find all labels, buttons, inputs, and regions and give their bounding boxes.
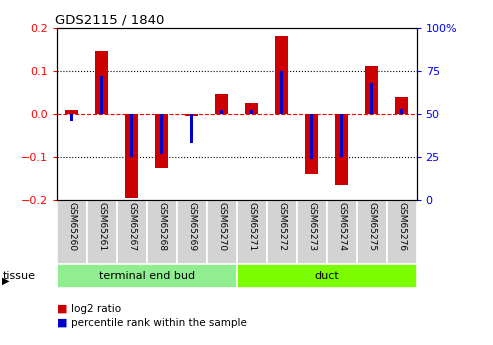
- Text: log2 ratio: log2 ratio: [71, 304, 122, 314]
- Bar: [335, 114, 349, 185]
- Bar: [155, 114, 169, 168]
- Bar: [297, 200, 326, 264]
- Text: GSM65276: GSM65276: [397, 202, 406, 251]
- Bar: [365, 66, 378, 114]
- Text: percentile rank within the sample: percentile rank within the sample: [71, 318, 247, 327]
- Text: GSM65273: GSM65273: [307, 202, 316, 251]
- Bar: [57, 264, 237, 288]
- Bar: [95, 51, 108, 114]
- Bar: [340, 114, 344, 157]
- Bar: [237, 264, 417, 288]
- Bar: [280, 71, 283, 114]
- Bar: [70, 114, 73, 121]
- Text: GSM65269: GSM65269: [187, 202, 196, 251]
- Text: GSM65268: GSM65268: [157, 202, 166, 251]
- Bar: [190, 114, 193, 143]
- Bar: [57, 200, 87, 264]
- Text: ■: ■: [57, 318, 67, 327]
- Bar: [310, 114, 314, 159]
- Bar: [87, 200, 117, 264]
- Bar: [250, 110, 253, 114]
- Bar: [176, 200, 207, 264]
- Text: GSM65261: GSM65261: [97, 202, 106, 251]
- Bar: [130, 114, 134, 157]
- Bar: [207, 200, 237, 264]
- Bar: [100, 76, 104, 114]
- Bar: [326, 200, 356, 264]
- Text: duct: duct: [314, 271, 339, 281]
- Bar: [395, 97, 408, 114]
- Text: GSM65274: GSM65274: [337, 202, 346, 251]
- Bar: [160, 114, 164, 154]
- Bar: [237, 200, 267, 264]
- Text: GSM65272: GSM65272: [277, 202, 286, 251]
- Bar: [275, 36, 288, 114]
- Bar: [215, 95, 228, 114]
- Text: GSM65275: GSM65275: [367, 202, 376, 251]
- Text: GDS2115 / 1840: GDS2115 / 1840: [55, 13, 164, 27]
- Bar: [125, 114, 139, 198]
- Bar: [387, 200, 417, 264]
- Text: GSM65260: GSM65260: [67, 202, 76, 251]
- Bar: [220, 110, 223, 114]
- Bar: [267, 200, 297, 264]
- Text: terminal end bud: terminal end bud: [99, 271, 195, 281]
- Text: GSM65270: GSM65270: [217, 202, 226, 251]
- Text: tissue: tissue: [2, 271, 35, 281]
- Text: GSM65271: GSM65271: [247, 202, 256, 251]
- Text: GSM65267: GSM65267: [127, 202, 136, 251]
- Text: ■: ■: [57, 304, 67, 314]
- Bar: [185, 114, 198, 116]
- Bar: [400, 109, 403, 114]
- Bar: [147, 200, 176, 264]
- Bar: [356, 200, 387, 264]
- Text: ▶: ▶: [2, 276, 10, 286]
- Bar: [370, 83, 373, 114]
- Bar: [305, 114, 318, 174]
- Bar: [65, 110, 78, 114]
- Bar: [117, 200, 147, 264]
- Bar: [245, 103, 258, 114]
